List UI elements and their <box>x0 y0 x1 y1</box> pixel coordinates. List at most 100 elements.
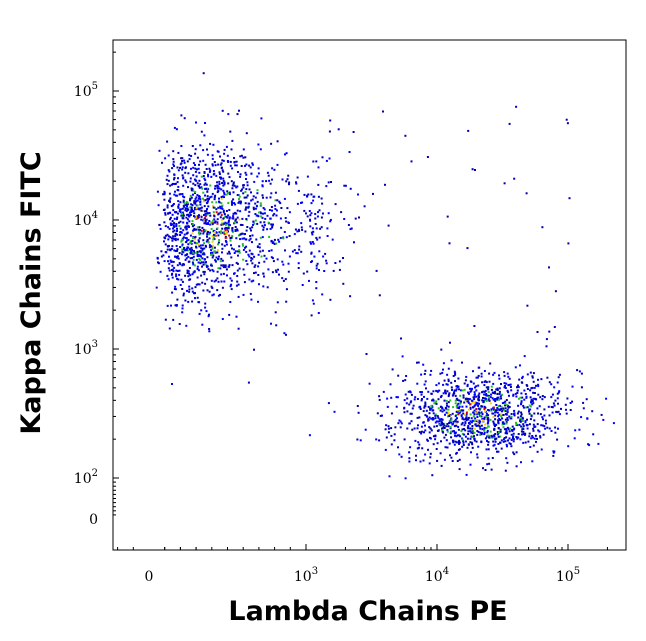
data-point <box>173 217 176 220</box>
data-point <box>545 422 547 425</box>
data-point <box>170 304 172 307</box>
data-point <box>406 410 409 413</box>
data-point <box>522 425 525 428</box>
data-point <box>266 228 269 231</box>
data-point <box>176 194 179 197</box>
data-point <box>494 433 497 435</box>
data-point <box>205 183 208 186</box>
data-point <box>210 252 212 254</box>
data-point <box>424 401 427 404</box>
data-point <box>171 220 174 223</box>
data-point <box>218 183 221 185</box>
data-point <box>453 392 456 395</box>
data-point <box>416 382 419 385</box>
data-point <box>248 255 251 258</box>
data-point <box>441 371 444 374</box>
data-point <box>509 443 512 445</box>
data-point <box>334 262 337 264</box>
data-point <box>505 457 508 460</box>
data-point <box>174 250 177 252</box>
data-point <box>554 426 557 429</box>
data-point <box>571 385 574 388</box>
data-point <box>270 142 273 145</box>
data-point <box>270 256 273 259</box>
data-point <box>539 413 542 416</box>
data-point <box>254 264 257 267</box>
data-point <box>496 431 499 433</box>
data-point <box>485 399 488 402</box>
data-point <box>541 424 544 427</box>
data-point <box>438 418 441 421</box>
data-point <box>474 169 476 171</box>
data-point <box>328 130 331 133</box>
data-point <box>193 264 196 267</box>
data-point <box>494 418 497 421</box>
data-point <box>457 377 460 380</box>
data-point <box>498 393 501 395</box>
data-point <box>204 215 207 218</box>
data-point <box>275 214 278 217</box>
data-point <box>441 410 444 413</box>
data-point <box>445 439 448 442</box>
data-point <box>226 252 229 255</box>
data-point <box>176 227 178 230</box>
data-point <box>197 301 200 304</box>
data-point <box>429 373 432 376</box>
data-point <box>193 227 196 230</box>
data-point <box>428 431 431 434</box>
data-point <box>482 399 485 402</box>
data-point <box>268 209 271 211</box>
data-point <box>212 143 215 146</box>
data-point <box>199 183 202 186</box>
data-point <box>179 201 182 204</box>
data-point <box>517 416 520 419</box>
data-point <box>181 157 184 160</box>
data-point <box>246 226 249 228</box>
data-point <box>251 163 254 166</box>
data-point <box>498 431 500 434</box>
data-point <box>193 270 196 273</box>
data-point <box>191 225 194 228</box>
data-point <box>464 418 467 421</box>
data-point <box>478 392 481 395</box>
data-point <box>172 318 175 321</box>
data-point <box>273 168 276 171</box>
data-point <box>480 440 483 443</box>
data-point <box>164 213 167 216</box>
data-point <box>541 226 544 229</box>
data-point <box>182 184 185 187</box>
data-point <box>546 426 549 429</box>
data-point <box>251 234 254 237</box>
data-point <box>510 413 513 415</box>
data-point <box>471 436 474 438</box>
data-point <box>178 221 180 224</box>
data-point <box>199 262 202 265</box>
data-point <box>167 238 170 241</box>
data-point <box>194 197 197 200</box>
data-point <box>428 462 431 465</box>
data-point <box>177 177 179 180</box>
data-point <box>271 224 274 227</box>
data-point <box>522 406 525 409</box>
data-point <box>213 196 216 199</box>
data-point <box>427 419 430 421</box>
data-point <box>460 389 462 392</box>
data-point <box>473 437 476 440</box>
data-point <box>179 231 182 234</box>
data-point <box>200 215 203 218</box>
data-point <box>205 264 208 267</box>
data-point <box>180 231 183 234</box>
data-point <box>507 384 510 387</box>
data-point <box>597 442 600 445</box>
data-point <box>552 454 555 457</box>
data-point <box>445 399 448 402</box>
data-point <box>462 396 465 399</box>
data-point <box>227 192 230 195</box>
data-point <box>193 215 195 218</box>
data-point <box>234 211 237 214</box>
data-point <box>494 425 496 427</box>
data-point <box>393 433 396 436</box>
data-point <box>430 392 433 395</box>
data-point <box>199 201 202 204</box>
data-point <box>233 202 236 205</box>
